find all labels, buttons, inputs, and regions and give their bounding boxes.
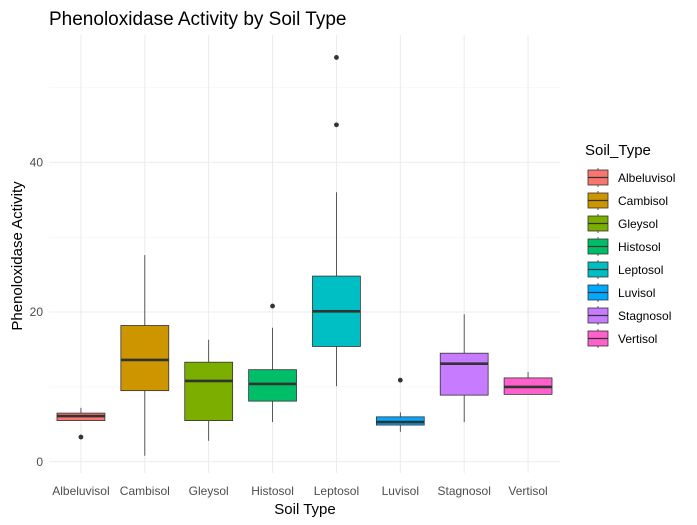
outlier-point (334, 55, 339, 60)
x-tick-label: Leptosol (314, 484, 359, 498)
box-iqr (439, 352, 489, 396)
box-leptosol (312, 55, 361, 387)
legend-label: Vertisol (618, 332, 657, 346)
legend-label: Luvisol (618, 286, 655, 300)
box-gleysol (184, 339, 234, 441)
x-tick-label: Luvisol (382, 484, 419, 498)
legend-title: Soil_Type (585, 142, 651, 159)
legend-item-gleysol: Gleysol (587, 214, 658, 233)
y-tick-label: 0 (36, 455, 43, 469)
box-group (56, 55, 553, 456)
outlier-point (397, 377, 403, 383)
box-iqr (120, 325, 170, 392)
legend-label: Leptosol (618, 263, 663, 277)
box-albeluvisol (56, 407, 106, 440)
x-tick-label: Histosol (251, 484, 294, 498)
box-iqr (184, 361, 234, 421)
chart-title: Phenoloxidase Activity by Soil Type (49, 9, 347, 30)
x-tick-label: Cambisol (120, 484, 170, 498)
x-tick-label: Albeluvisol (52, 484, 109, 498)
x-tick-label: Vertisol (508, 484, 547, 498)
legend-label: Histosol (618, 240, 661, 254)
y-axis-title: Phenoloxidase Activity (9, 181, 26, 331)
y-tick-label: 20 (30, 305, 44, 319)
outlier-point (270, 303, 275, 309)
x-tick-label: Gleysol (189, 484, 229, 498)
box-iqr (248, 369, 297, 402)
legend-label: Albeluvisol (618, 171, 675, 185)
outlier-point (78, 434, 84, 440)
legend: Soil_Type Albeluvisol Cambisol Gleysol Hist… (585, 142, 675, 348)
legend-items: Albeluvisol Cambisol Gleysol Histosol Leptos… (587, 168, 675, 348)
x-tick-label: Stagnosol (438, 484, 491, 498)
box-vertisol (503, 371, 553, 395)
box-cambisol (120, 255, 170, 456)
y-tick-label: 40 (30, 155, 44, 169)
legend-label: Stagnosol (618, 309, 671, 323)
legend-label: Cambisol (618, 194, 668, 208)
legend-item-cambisol: Cambisol (587, 191, 668, 210)
x-axis-ticks: Albeluvisol Cambisol Gleysol Histosol Leptos… (52, 484, 547, 498)
y-axis-ticks: 0 20 40 (30, 155, 44, 468)
box-stagnosol (439, 314, 489, 423)
x-axis-title: Soil Type (274, 501, 335, 518)
legend-item-luvisol: Luvisol (587, 283, 655, 302)
legend-item-albeluvisol: Albeluvisol (587, 168, 675, 187)
legend-item-vertisol: Vertisol (587, 329, 657, 348)
legend-item-stagnosol: Stagnosol (587, 306, 671, 325)
box-histosol (248, 303, 297, 423)
legend-item-leptosol: Leptosol (587, 260, 663, 279)
outlier-point (334, 122, 339, 128)
legend-item-histosol: Histosol (587, 237, 661, 256)
legend-label: Gleysol (618, 217, 658, 231)
box-luvisol (375, 377, 425, 432)
